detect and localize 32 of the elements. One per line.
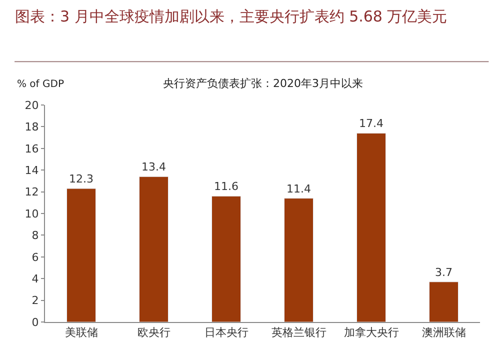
bar bbox=[284, 198, 314, 322]
y-tick-label: 20 bbox=[24, 98, 39, 112]
data-label: 13.4 bbox=[142, 160, 166, 174]
bar bbox=[429, 282, 458, 322]
y-axis-title: % of GDP bbox=[17, 79, 64, 90]
data-label: 11.6 bbox=[214, 180, 238, 194]
data-label: 17.4 bbox=[359, 117, 384, 130]
x-tick-label: 英格兰银行 bbox=[271, 326, 326, 340]
data-label: 11.4 bbox=[286, 182, 311, 196]
y-tick-label: 16 bbox=[24, 142, 39, 156]
chart-subtitle: 央行资产负债表扩张：2020年3月中以来 bbox=[163, 77, 363, 90]
y-tick-label: 6 bbox=[32, 250, 39, 264]
x-tick-label: 加拿大央行 bbox=[344, 326, 399, 340]
x-tick-label: 澳洲联储 bbox=[422, 326, 466, 340]
y-tick-label: 2 bbox=[32, 294, 39, 308]
bar bbox=[212, 196, 241, 322]
x-tick-label: 欧央行 bbox=[137, 326, 170, 340]
y-tick-label: 0 bbox=[32, 316, 39, 329]
y-tick-label: 4 bbox=[32, 272, 39, 286]
y-tick-label: 18 bbox=[24, 120, 39, 134]
bar bbox=[356, 132, 386, 322]
chart-title: 图表：3 月中全球疫情加剧以来，主要央行扩表约 5.68 万亿美元 bbox=[15, 7, 448, 26]
bar bbox=[66, 188, 96, 322]
data-label: 12.3 bbox=[69, 172, 94, 186]
x-tick-label: 日本央行 bbox=[204, 326, 248, 340]
y-tick-label: 8 bbox=[32, 229, 39, 242]
x-tick-label: 美联储 bbox=[64, 326, 98, 340]
data-label: 3.7 bbox=[435, 266, 452, 279]
y-tick-label: 12 bbox=[24, 186, 39, 199]
bar bbox=[139, 176, 168, 322]
y-tick-label: 14 bbox=[24, 164, 39, 177]
y-tick-label: 10 bbox=[24, 207, 39, 220]
